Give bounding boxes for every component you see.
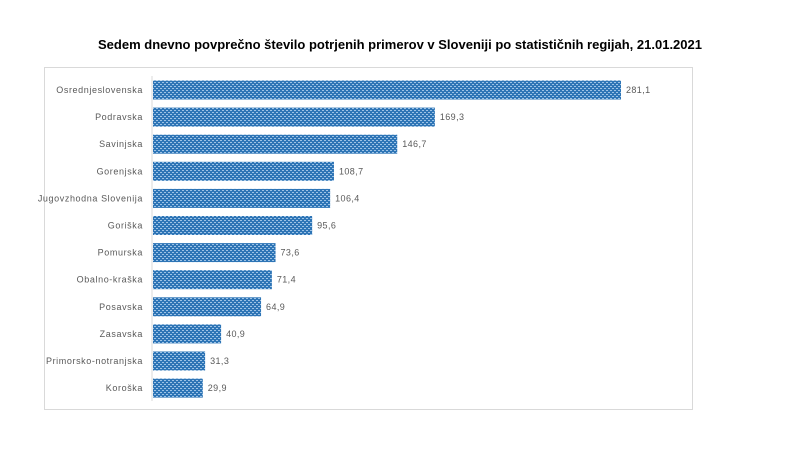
category-label: Osrednjeslovenska — [56, 85, 143, 95]
category-label: Podravska — [95, 112, 143, 122]
data-label: 29,9 — [208, 383, 227, 393]
data-label: 64,9 — [266, 302, 285, 312]
plot-area-frame — [44, 67, 693, 410]
data-label: 73,6 — [281, 248, 300, 258]
data-label: 108,7 — [339, 166, 364, 176]
category-label: Zasavska — [100, 329, 143, 339]
data-label: 40,9 — [226, 329, 245, 339]
data-label: 31,3 — [210, 356, 229, 366]
category-label: Primorsko-notranjska — [46, 356, 143, 366]
bar — [153, 351, 206, 371]
category-label: Posavska — [99, 302, 143, 312]
category-label: Jugovzhodna Slovenija — [38, 193, 143, 203]
bar — [153, 107, 435, 127]
data-label: 281,1 — [626, 85, 651, 95]
category-label: Pomurska — [98, 248, 143, 258]
category-label: Koroška — [106, 383, 143, 393]
data-label: 95,6 — [317, 221, 336, 231]
category-label: Obalno-kraška — [77, 275, 143, 285]
data-label: 169,3 — [440, 112, 465, 122]
chart-title: Sedem dnevno povprečno število potrjenih… — [98, 37, 702, 52]
category-label: Gorenjska — [97, 166, 143, 176]
bar — [153, 270, 272, 290]
bar — [153, 188, 331, 208]
bar — [153, 324, 222, 344]
data-label: 71,4 — [277, 275, 296, 285]
bar — [153, 378, 203, 398]
bar — [153, 80, 621, 100]
data-label: 106,4 — [335, 193, 360, 203]
data-label: 146,7 — [402, 139, 427, 149]
bar — [153, 161, 334, 181]
bar — [153, 216, 313, 235]
category-label: Savinjska — [99, 139, 143, 149]
bar — [153, 297, 262, 317]
bar — [153, 134, 398, 154]
category-label: Goriška — [108, 221, 143, 231]
bar — [153, 243, 276, 263]
